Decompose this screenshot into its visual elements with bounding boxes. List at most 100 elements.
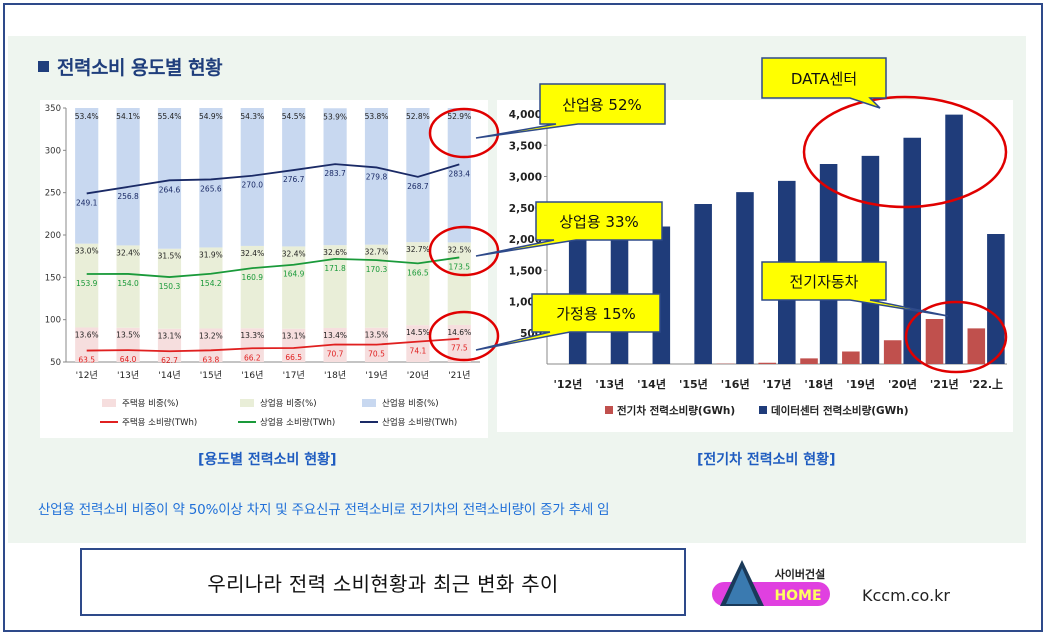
callout-residential: 가정용 15% [475, 293, 661, 351]
y-tick-label: 150 [45, 273, 61, 283]
legend-label: 주택용 소비량(TWh) [122, 417, 197, 428]
label-residential-share: 13.4% [323, 331, 347, 340]
x-tick-label: '19년 [365, 370, 387, 381]
label-residential-share: 13.5% [116, 331, 140, 340]
x-tick-label: '15년 [679, 377, 708, 391]
label-commercial-consumption: 154.0 [117, 279, 139, 288]
callout-ev: 전기자동차 [761, 261, 949, 317]
label-industrial-consumption: 249.1 [76, 198, 98, 207]
bar-industrial-share [323, 108, 347, 246]
label-residential-share: 14.5% [406, 328, 430, 337]
legend-label: 산업용 소비량(TWh) [382, 417, 457, 428]
label-commercial-consumption: 171.8 [324, 264, 346, 273]
logo-text-top: 사이버건설 [775, 567, 826, 581]
bar-industrial-share [364, 108, 389, 245]
label-commercial-consumption: 150.3 [159, 282, 181, 291]
label-residential-consumption: 74.1 [410, 347, 427, 356]
label-residential-consumption: 66.5 [285, 353, 302, 362]
footer-title: 우리나라 전력 소비현황과 최근 변화 추이 [207, 571, 559, 596]
label-industrial-share: 52.8% [406, 112, 430, 121]
label-residential-consumption: 77.5 [451, 344, 468, 353]
label-residential-share: 13.2% [199, 331, 223, 340]
x-tick-label: '15년 [200, 370, 222, 381]
cyber-construction-logo[interactable]: 사이버건설 HOME [712, 558, 860, 610]
label-industrial-share: 55.4% [158, 112, 182, 121]
bar-residential-share [406, 325, 430, 362]
callout-datacenter-text: DATA센터 [791, 70, 857, 88]
y-tick-label: 3,000 [509, 172, 542, 184]
label-commercial-share: 32.7% [406, 245, 430, 254]
line-industrial-consumption [86, 163, 460, 195]
site-url[interactable]: Kccm.co.kr [862, 586, 950, 605]
label-commercial-share: 31.5% [158, 252, 182, 261]
bar-commercial-share [199, 247, 223, 329]
legend-swatch [240, 399, 254, 407]
x-tick-label: '19년 [846, 377, 875, 391]
x-tick-label: '20년 [407, 370, 429, 381]
bar-ev-consumption [883, 340, 902, 364]
label-residential-consumption: 64.0 [120, 355, 137, 364]
callout-ev-text: 전기자동차 [789, 273, 858, 291]
x-tick-label: '12년 [554, 377, 583, 391]
label-commercial-consumption: 166.5 [407, 268, 429, 277]
bar-ev-consumption [800, 358, 818, 364]
bar-datacenter-consumption [945, 114, 963, 364]
legend-label: 산업용 비중(%) [382, 398, 439, 409]
x-tick-label: '18년 [324, 370, 346, 381]
label-industrial-share: 54.3% [240, 112, 264, 121]
label-residential-share: 13.5% [365, 331, 389, 340]
x-tick-label: '17년 [283, 370, 305, 381]
x-tick-label: '21년 [448, 370, 470, 381]
bar-industrial-share [199, 108, 223, 248]
label-industrial-consumption: 264.6 [159, 185, 181, 194]
bar-commercial-share [116, 245, 140, 328]
left-chart-caption: [용도별 전력소비 현황] [198, 452, 337, 468]
bar-industrial-share [406, 108, 430, 243]
bar-datacenter-consumption [987, 234, 1005, 364]
bar-industrial-share [116, 108, 140, 246]
y-tick-label: 50 [50, 358, 61, 368]
bar-commercial-share [282, 246, 306, 329]
bar-ev-consumption [967, 328, 986, 364]
bar-industrial-share [157, 108, 182, 249]
bar-residential-share [116, 327, 140, 362]
label-industrial-consumption: 279.8 [366, 172, 388, 181]
bar-ev-consumption [842, 351, 860, 364]
x-tick-label: '14년 [637, 377, 666, 391]
bar-residential-share [240, 328, 264, 362]
y-tick-label: 300 [45, 146, 61, 156]
x-tick-label: '16년 [241, 370, 263, 381]
label-industrial-share: 54.9% [199, 112, 223, 121]
line-commercial-consumption [86, 256, 460, 278]
y-tick-label: 250 [45, 189, 61, 199]
label-industrial-consumption: 265.6 [200, 184, 222, 193]
bar-ev-consumption [925, 319, 944, 364]
summary-text: 산업용 전력소비 비중이 약 50%이상 차지 및 주요신규 전력소비로 전기차… [38, 502, 610, 518]
legend-label: 상업용 비중(%) [260, 398, 317, 409]
label-commercial-share: 33.0% [75, 247, 99, 256]
bar-datacenter-consumption [736, 192, 754, 364]
label-industrial-consumption: 270.0 [242, 181, 264, 190]
legend-label: 상업용 소비량(TWh) [260, 417, 335, 428]
x-tick-label: '16년 [721, 377, 750, 391]
bar-residential-share [75, 327, 99, 362]
label-commercial-share: 32.5% [447, 245, 471, 254]
legend-swatch-ev [605, 406, 613, 414]
label-industrial-consumption: 283.7 [324, 169, 346, 178]
x-tick-label: '13년 [117, 370, 139, 381]
callout-datacenter: DATA센터 [761, 57, 887, 109]
x-tick-label: '12년 [76, 370, 98, 381]
y-tick-label: 350 [45, 104, 61, 114]
x-tick-label: '14년 [158, 370, 180, 381]
label-commercial-share: 31.9% [199, 250, 223, 259]
y-tick-label: 4,000 [509, 109, 542, 121]
legend-label-datacenter: 데이터센터 전력소비량(GWh) [771, 404, 909, 417]
label-residential-consumption: 70.7 [327, 349, 344, 358]
section-title-text: 전력소비 용도별 현황 [57, 57, 223, 79]
label-industrial-share: 53.8% [365, 112, 389, 121]
label-industrial-consumption: 256.8 [117, 192, 139, 201]
section-title: 전력소비 용도별 현황 [38, 53, 223, 80]
bar-industrial-share [240, 108, 264, 246]
label-commercial-consumption: 160.9 [242, 273, 264, 282]
bullet-square-icon [38, 61, 49, 72]
